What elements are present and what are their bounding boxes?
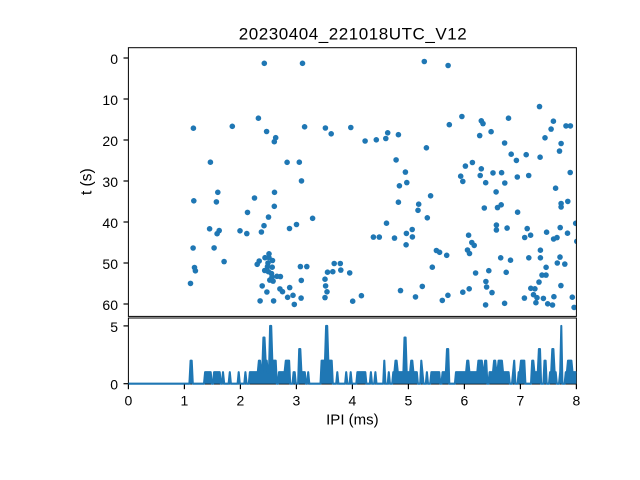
svg-text:20230404_221018UTC_V12: 20230404_221018UTC_V12 [239,25,468,44]
svg-text:8: 8 [573,393,581,409]
svg-text:t (s): t (s) [78,168,95,195]
svg-text:20: 20 [102,133,118,149]
svg-text:0: 0 [110,51,118,67]
svg-text:0: 0 [125,393,133,409]
svg-text:6: 6 [461,393,469,409]
svg-text:10: 10 [102,92,118,108]
svg-text:2: 2 [237,393,245,409]
svg-text:60: 60 [102,297,118,313]
svg-text:50: 50 [102,256,118,272]
svg-text:30: 30 [102,174,118,190]
svg-text:0: 0 [110,377,118,393]
svg-text:5: 5 [405,393,413,409]
svg-text:7: 7 [517,393,525,409]
svg-text:3: 3 [293,393,301,409]
svg-text:4: 4 [349,393,357,409]
svg-text:1: 1 [181,393,189,409]
svg-text:40: 40 [102,215,118,231]
svg-text:IPI (ms): IPI (ms) [326,412,379,429]
svg-text:5: 5 [110,319,118,335]
